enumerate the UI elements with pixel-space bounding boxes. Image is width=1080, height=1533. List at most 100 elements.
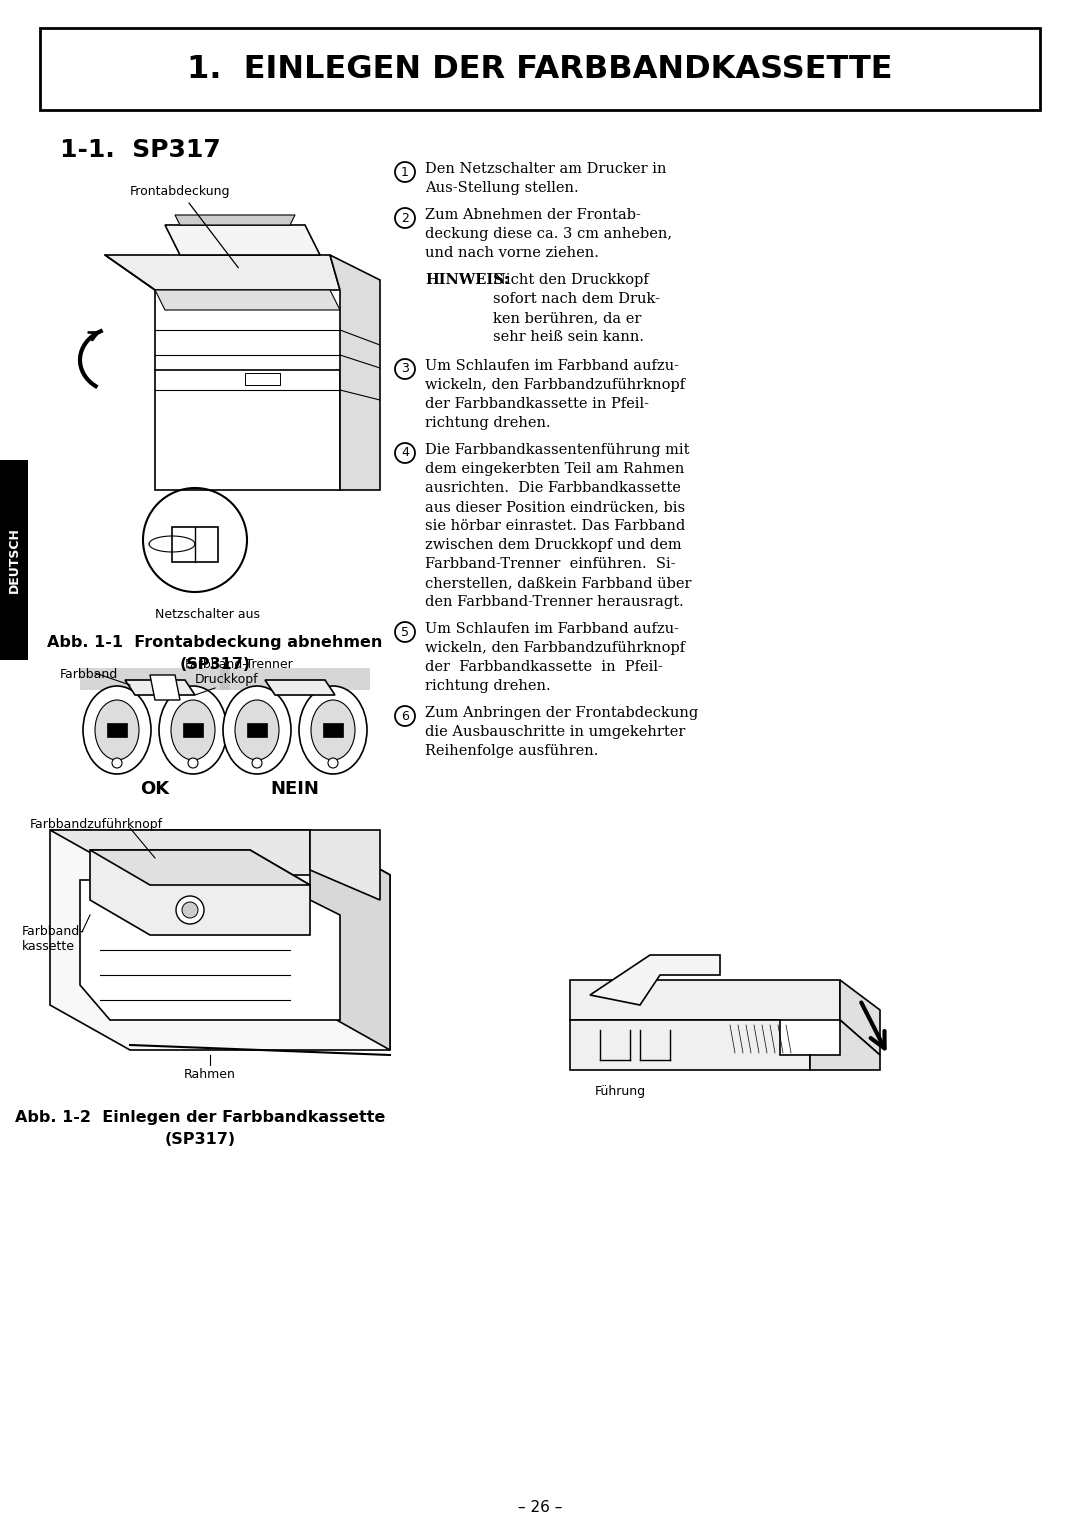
Polygon shape	[50, 829, 390, 1050]
Polygon shape	[80, 880, 340, 1019]
Text: (SP317): (SP317)	[164, 1131, 235, 1147]
Circle shape	[328, 757, 338, 768]
Text: cherstellen, daßkein Farbband über: cherstellen, daßkein Farbband über	[426, 576, 691, 590]
Text: Reihenfolge ausführen.: Reihenfolge ausführen.	[426, 744, 598, 757]
Text: wickeln, den Farbbandzuführknopf: wickeln, den Farbbandzuführknopf	[426, 641, 685, 655]
Text: sehr heiß sein kann.: sehr heiß sein kann.	[492, 330, 644, 343]
Text: ken berühren, da er: ken berühren, da er	[492, 311, 642, 325]
Text: der  Farbbandkassette  in  Pfeil-: der Farbbandkassette in Pfeil-	[426, 661, 663, 675]
Text: sie hörbar einrastet. Das Farbband: sie hörbar einrastet. Das Farbband	[426, 520, 685, 533]
Text: und nach vorne ziehen.: und nach vorne ziehen.	[426, 245, 599, 261]
Text: kassette: kassette	[22, 940, 75, 954]
Circle shape	[252, 757, 262, 768]
Polygon shape	[570, 980, 840, 1019]
Text: Abb. 1-2  Einlegen der Farbbandkassette: Abb. 1-2 Einlegen der Farbbandkassette	[15, 1110, 386, 1125]
Polygon shape	[810, 1019, 880, 1070]
Polygon shape	[90, 849, 310, 935]
Polygon shape	[570, 1019, 810, 1070]
Text: Zum Abnehmen der Frontab-: Zum Abnehmen der Frontab-	[426, 208, 640, 222]
Text: ausrichten.  Die Farbbandkassette: ausrichten. Die Farbbandkassette	[426, 481, 680, 495]
Ellipse shape	[171, 701, 215, 760]
Polygon shape	[165, 225, 320, 254]
Text: Den Netzschalter am Drucker in: Den Netzschalter am Drucker in	[426, 162, 666, 176]
Ellipse shape	[311, 701, 355, 760]
Text: NEIN: NEIN	[271, 780, 320, 799]
Circle shape	[176, 895, 204, 924]
Ellipse shape	[95, 701, 139, 760]
Text: Farbband-Trenner: Farbband-Trenner	[185, 658, 294, 671]
Text: Netzschalter aus: Netzschalter aus	[156, 609, 260, 621]
Text: DEUTSCH: DEUTSCH	[8, 527, 21, 593]
Text: Um Schlaufen im Farbband aufzu-: Um Schlaufen im Farbband aufzu-	[426, 622, 679, 636]
Polygon shape	[310, 829, 380, 900]
Text: Um Schlaufen im Farbband aufzu-: Um Schlaufen im Farbband aufzu-	[426, 359, 679, 373]
Circle shape	[183, 901, 198, 918]
Text: 1: 1	[401, 166, 409, 178]
Text: die Ausbauschritte in umgekehrter: die Ausbauschritte in umgekehrter	[426, 725, 686, 739]
Polygon shape	[310, 829, 390, 1050]
Ellipse shape	[299, 685, 367, 774]
Text: OK: OK	[140, 780, 170, 799]
Text: richtung drehen.: richtung drehen.	[426, 415, 551, 429]
Text: dem eingekerbten Teil am Rahmen: dem eingekerbten Teil am Rahmen	[426, 461, 685, 477]
Text: Aus-Stellung stellen.: Aus-Stellung stellen.	[426, 181, 579, 195]
Text: 3: 3	[401, 362, 409, 376]
Text: HINWEIS:: HINWEIS:	[426, 273, 510, 287]
Text: zwischen dem Druckkopf und dem: zwischen dem Druckkopf und dem	[426, 538, 681, 552]
Text: 4: 4	[401, 446, 409, 460]
Bar	[247, 724, 267, 737]
Polygon shape	[156, 290, 340, 310]
Bar	[323, 724, 343, 737]
Text: Farbband: Farbband	[60, 668, 118, 681]
Bar	[80, 668, 230, 690]
Text: Farbband-: Farbband-	[22, 924, 84, 938]
Text: Zum Anbringen der Frontabdeckung: Zum Anbringen der Frontabdeckung	[426, 707, 699, 721]
Text: den Farbband-Trenner herausragt.: den Farbband-Trenner herausragt.	[426, 595, 684, 609]
Text: Farbband-Trenner  einführen.  Si-: Farbband-Trenner einführen. Si-	[426, 556, 676, 570]
Text: 1.  EINLEGEN DER FARBBANDKASSETTE: 1. EINLEGEN DER FARBBANDKASSETTE	[187, 54, 893, 84]
Ellipse shape	[83, 685, 151, 774]
Text: (SP317): (SP317)	[179, 658, 251, 671]
Text: sofort nach dem Druk-: sofort nach dem Druk-	[492, 291, 660, 307]
Text: 6: 6	[401, 710, 409, 722]
Text: deckung diese ca. 3 cm anheben,: deckung diese ca. 3 cm anheben,	[426, 227, 672, 241]
Text: Nicht den Druckkopf: Nicht den Druckkopf	[492, 273, 649, 287]
Bar	[220, 668, 370, 690]
Text: 5: 5	[401, 625, 409, 639]
Polygon shape	[590, 955, 720, 1006]
Text: Abb. 1-1  Frontabdeckung abnehmen: Abb. 1-1 Frontabdeckung abnehmen	[48, 635, 382, 650]
Text: wickeln, den Farbbandzuführknopf: wickeln, den Farbbandzuführknopf	[426, 379, 685, 392]
Text: 1-1.  SP317: 1-1. SP317	[60, 138, 220, 162]
Ellipse shape	[235, 701, 279, 760]
Polygon shape	[330, 254, 380, 491]
Polygon shape	[125, 681, 195, 694]
Bar	[40, 28, 1040, 110]
Text: Frontabdeckung: Frontabdeckung	[130, 185, 239, 268]
Polygon shape	[175, 215, 295, 225]
Text: Führung: Führung	[595, 1085, 646, 1098]
Text: Rahmen: Rahmen	[184, 1069, 235, 1081]
Polygon shape	[156, 369, 340, 491]
Polygon shape	[150, 675, 180, 701]
Circle shape	[188, 757, 198, 768]
Text: der Farbbandkassette in Pfeil-: der Farbbandkassette in Pfeil-	[426, 397, 649, 411]
Polygon shape	[90, 849, 310, 885]
Text: Die Farbbandkassentenführung mit: Die Farbbandkassentenführung mit	[426, 443, 689, 457]
Circle shape	[112, 757, 122, 768]
Text: – 26 –: – 26 –	[517, 1499, 563, 1515]
Text: Druckkopf: Druckkopf	[195, 673, 258, 685]
Bar	[172, 527, 218, 563]
Text: Farbbandzuführknopf: Farbbandzuführknopf	[30, 819, 163, 831]
Bar	[0, 460, 28, 661]
Bar	[245, 373, 280, 385]
Bar	[183, 724, 203, 737]
Polygon shape	[50, 829, 390, 875]
Text: aus dieser Position eindrücken, bis: aus dieser Position eindrücken, bis	[426, 500, 685, 514]
Bar	[107, 724, 127, 737]
Text: 2: 2	[401, 212, 409, 224]
Polygon shape	[265, 681, 335, 694]
Polygon shape	[840, 980, 880, 1055]
Text: richtung drehen.: richtung drehen.	[426, 679, 551, 693]
Polygon shape	[105, 254, 340, 290]
Ellipse shape	[222, 685, 291, 774]
